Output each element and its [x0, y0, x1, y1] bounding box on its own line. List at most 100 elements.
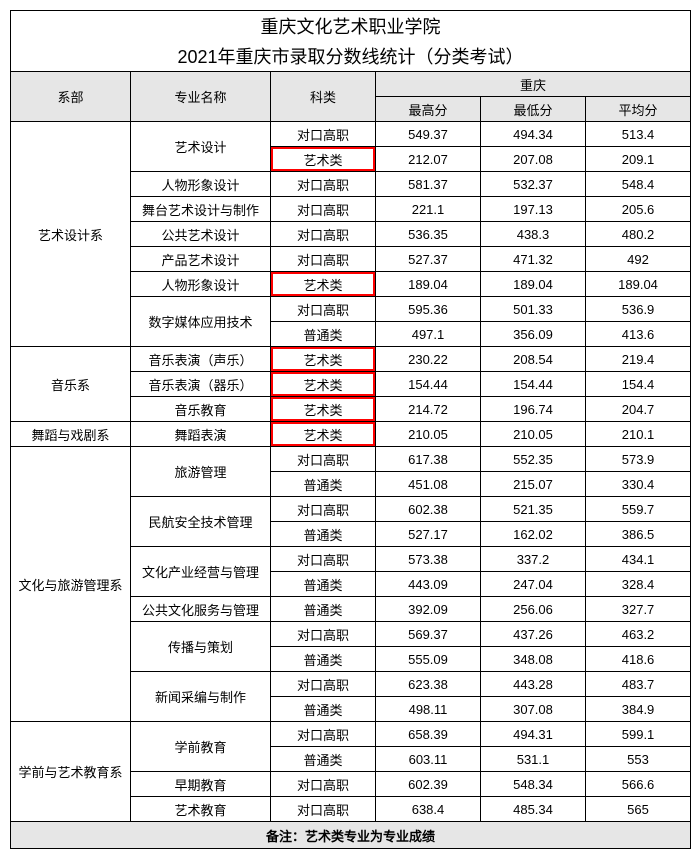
- score-max: 595.36: [376, 297, 481, 322]
- major-cell: 早期教育: [131, 772, 271, 797]
- score-avg: 413.6: [586, 322, 691, 347]
- score-avg: 210.1: [586, 422, 691, 447]
- score-avg: 384.9: [586, 697, 691, 722]
- score-avg: 492: [586, 247, 691, 272]
- score-avg: 599.1: [586, 722, 691, 747]
- score-avg: 536.9: [586, 297, 691, 322]
- subject-cell: 普通类: [271, 522, 376, 547]
- score-min: 162.02: [481, 522, 586, 547]
- score-avg: 189.04: [586, 272, 691, 297]
- score-min: 471.32: [481, 247, 586, 272]
- score-max: 617.38: [376, 447, 481, 472]
- title-line2: 2021年重庆市录取分数线统计（分类考试）: [11, 41, 691, 72]
- score-min: 443.28: [481, 672, 586, 697]
- score-avg: 205.6: [586, 197, 691, 222]
- score-avg: 480.2: [586, 222, 691, 247]
- header-min: 最低分: [481, 97, 586, 122]
- score-min: 154.44: [481, 372, 586, 397]
- score-max: 581.37: [376, 172, 481, 197]
- score-min: 256.06: [481, 597, 586, 622]
- subject-cell: 对口高职: [271, 197, 376, 222]
- header-dept: 系部: [11, 72, 131, 122]
- header-subject: 科类: [271, 72, 376, 122]
- major-cell: 音乐表演（声乐）: [131, 347, 271, 372]
- score-max: 221.1: [376, 197, 481, 222]
- subject-cell: 对口高职: [271, 772, 376, 797]
- score-avg: 566.6: [586, 772, 691, 797]
- major-cell: 人物形象设计: [131, 272, 271, 297]
- subject-cell: 普通类: [271, 572, 376, 597]
- major-cell: 艺术教育: [131, 797, 271, 822]
- score-min: 197.13: [481, 197, 586, 222]
- subject-cell: 对口高职: [271, 447, 376, 472]
- score-max: 555.09: [376, 647, 481, 672]
- score-avg: 553: [586, 747, 691, 772]
- major-cell: 文化产业经营与管理: [131, 547, 271, 597]
- score-min: 485.34: [481, 797, 586, 822]
- score-avg: 548.4: [586, 172, 691, 197]
- score-max: 392.09: [376, 597, 481, 622]
- score-avg: 559.7: [586, 497, 691, 522]
- score-min: 532.37: [481, 172, 586, 197]
- subject-cell: 普通类: [271, 597, 376, 622]
- score-min: 207.08: [481, 147, 586, 172]
- dept-cell: 艺术设计系: [11, 122, 131, 347]
- subject-cell: 对口高职: [271, 622, 376, 647]
- score-min: 501.33: [481, 297, 586, 322]
- subject-cell: 普通类: [271, 647, 376, 672]
- score-max: 498.11: [376, 697, 481, 722]
- score-max: 527.17: [376, 522, 481, 547]
- major-cell: 音乐教育: [131, 397, 271, 422]
- subject-cell: 艺术类: [271, 422, 376, 447]
- major-cell: 传播与策划: [131, 622, 271, 672]
- score-avg: 328.4: [586, 572, 691, 597]
- score-max: 638.4: [376, 797, 481, 822]
- subject-cell: 艺术类: [271, 272, 376, 297]
- subject-cell: 对口高职: [271, 122, 376, 147]
- score-max: 573.38: [376, 547, 481, 572]
- score-max: 451.08: [376, 472, 481, 497]
- subject-cell: 普通类: [271, 747, 376, 772]
- subject-cell: 对口高职: [271, 547, 376, 572]
- score-max: 569.37: [376, 622, 481, 647]
- dept-cell: 学前与艺术教育系: [11, 722, 131, 822]
- score-min: 210.05: [481, 422, 586, 447]
- score-min: 521.35: [481, 497, 586, 522]
- score-table: 重庆文化艺术职业学院 2021年重庆市录取分数线统计（分类考试） 系部 专业名称…: [10, 10, 691, 849]
- score-min: 337.2: [481, 547, 586, 572]
- score-min: 494.34: [481, 122, 586, 147]
- major-cell: 公共艺术设计: [131, 222, 271, 247]
- score-avg: 219.4: [586, 347, 691, 372]
- subject-cell: 艺术类: [271, 372, 376, 397]
- subject-cell: 艺术类: [271, 347, 376, 372]
- score-avg: 386.5: [586, 522, 691, 547]
- score-max: 443.09: [376, 572, 481, 597]
- score-avg: 463.2: [586, 622, 691, 647]
- score-min: 531.1: [481, 747, 586, 772]
- subject-cell: 对口高职: [271, 722, 376, 747]
- score-max: 602.39: [376, 772, 481, 797]
- major-cell: 舞台艺术设计与制作: [131, 197, 271, 222]
- score-max: 527.37: [376, 247, 481, 272]
- score-max: 154.44: [376, 372, 481, 397]
- score-avg: 434.1: [586, 547, 691, 572]
- score-min: 247.04: [481, 572, 586, 597]
- score-min: 356.09: [481, 322, 586, 347]
- subject-cell: 对口高职: [271, 247, 376, 272]
- subject-cell: 对口高职: [271, 497, 376, 522]
- major-cell: 学前教育: [131, 722, 271, 772]
- score-max: 497.1: [376, 322, 481, 347]
- score-avg: 573.9: [586, 447, 691, 472]
- score-avg: 330.4: [586, 472, 691, 497]
- subject-cell: 普通类: [271, 472, 376, 497]
- score-min: 348.08: [481, 647, 586, 672]
- score-min: 196.74: [481, 397, 586, 422]
- subject-cell: 对口高职: [271, 672, 376, 697]
- score-max: 189.04: [376, 272, 481, 297]
- major-cell: 音乐表演（器乐）: [131, 372, 271, 397]
- score-avg: 327.7: [586, 597, 691, 622]
- major-cell: 民航安全技术管理: [131, 497, 271, 547]
- subject-cell: 对口高职: [271, 172, 376, 197]
- note: 备注：艺术类专业为专业成绩: [11, 822, 691, 849]
- subject-cell: 对口高职: [271, 297, 376, 322]
